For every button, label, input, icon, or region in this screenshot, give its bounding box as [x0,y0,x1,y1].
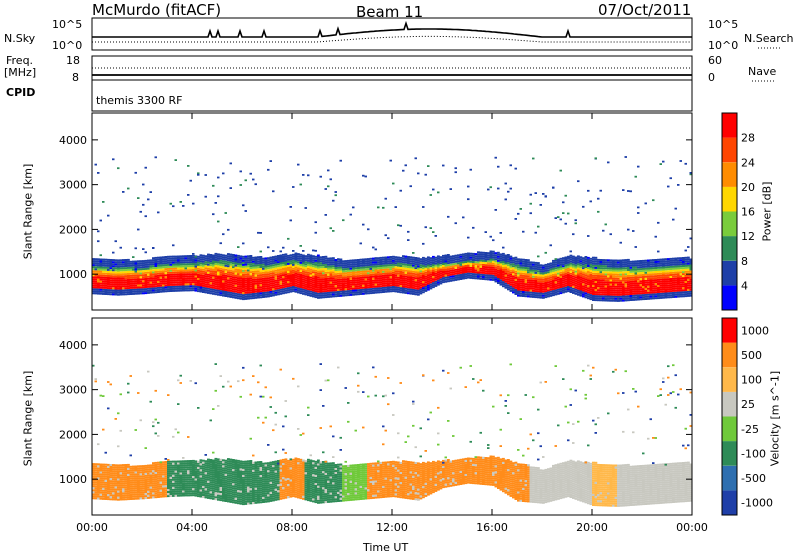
station-title: McMurdo (fitACF) [92,1,222,19]
power-colorbar-tick: 20 [741,181,755,194]
power-colorbar-segment [722,162,737,187]
x-tick-label: 12:00 [376,521,408,534]
x-tick-label: 08:00 [276,521,308,534]
power-colorbar-segment [722,260,737,286]
power-ytick-label: 2000 [59,223,87,236]
velocity-colorbar-segment [722,367,737,392]
nave-tick-low: 0 [708,71,715,84]
velocity-ytick-label: 3000 [59,384,87,397]
power-colorbar-tick: 12 [741,230,755,243]
velocity-colorbar-tick: -500 [741,472,766,485]
x-tick-label: 00:00 [76,521,108,534]
nsky-tick-low: 10^0 [52,39,83,52]
power-heatmap [92,156,693,302]
velocity-heatmap [92,363,693,507]
power-colorbar-tick: 16 [741,206,755,219]
velocity-colorbar-tick: 25 [741,398,755,411]
velocity-colorbar-segment [722,318,737,343]
velocity-colorbar-segment [722,391,737,417]
velocity-colorbar-tick: -1000 [741,497,773,510]
power-colorbar-segment [722,211,737,237]
velocity-colorbar-segment [722,416,737,442]
nsky-panel [91,17,693,51]
velocity-colorbar-tick: 100 [741,374,762,387]
velocity-colorbar-tick: -100 [741,447,766,460]
cpid-panel [91,79,693,112]
freq-tick-high: 18 [66,54,80,67]
power-ytick-label: 1000 [59,268,87,281]
power-colorbar-tick: 4 [741,279,748,292]
velocity-ytick-label: 1000 [59,473,87,486]
nsky-series [92,20,692,38]
freq-label: Freq. [6,54,34,67]
power-colorbar-segment [722,137,737,163]
beam-title: Beam 11 [356,3,424,21]
power-colorbar-tick: 28 [741,132,755,145]
nave-label: Nave [748,65,777,78]
power-ytick-label: 4000 [59,134,87,147]
x-tick-label: 16:00 [476,521,508,534]
power-colorbar-tick: 24 [741,156,755,169]
power-colorbar-frame [721,112,738,311]
freq-tick-low: 8 [72,71,79,84]
cpid-label: CPID [6,86,36,99]
power-colorbar-tick: 8 [741,255,748,268]
velocity-colorbar-segment [722,342,737,368]
date-title: 07/Oct/2011 [598,1,692,19]
velocity-colorbar-tick: 1000 [741,324,769,337]
velocity-colorbar-segment [722,490,737,515]
x-tick-label: 00:00 [676,521,708,534]
power-ytick-label: 3000 [59,179,87,192]
velocity-colorbar-segment [722,441,737,466]
nsearch-series [92,35,692,43]
x-axis-title: Time UT [363,541,409,554]
power-colorbar-segment [722,285,737,310]
velocity-colorbar-tick: 500 [741,349,762,362]
nsearch-label: N.Search [744,32,794,45]
velocity-colorbar-segment [722,465,737,491]
x-tick-label: 04:00 [176,521,208,534]
nsky-tick-high: 10^5 [52,18,83,31]
velocity-colorbar-tick: -25 [741,423,759,436]
velocity-ytick-label: 2000 [59,428,87,441]
power-colorbar-segment [722,236,737,261]
nsearch-tick-low: 10^0 [708,39,739,52]
power-colorbar-segment [722,186,737,212]
freq-unit: [MHz] [4,66,37,79]
power-colorbar-segment [722,113,737,138]
x-tick-label: 20:00 [576,521,608,534]
nsky-label: N.Sky [4,32,36,45]
nave-tick-high: 60 [708,54,722,67]
velocity-colorbar-frame [721,317,738,516]
cpid-value: themis 3300 RF [96,94,183,107]
nsearch-tick-high: 10^5 [708,18,739,31]
velocity-ytick-label: 4000 [59,339,87,352]
